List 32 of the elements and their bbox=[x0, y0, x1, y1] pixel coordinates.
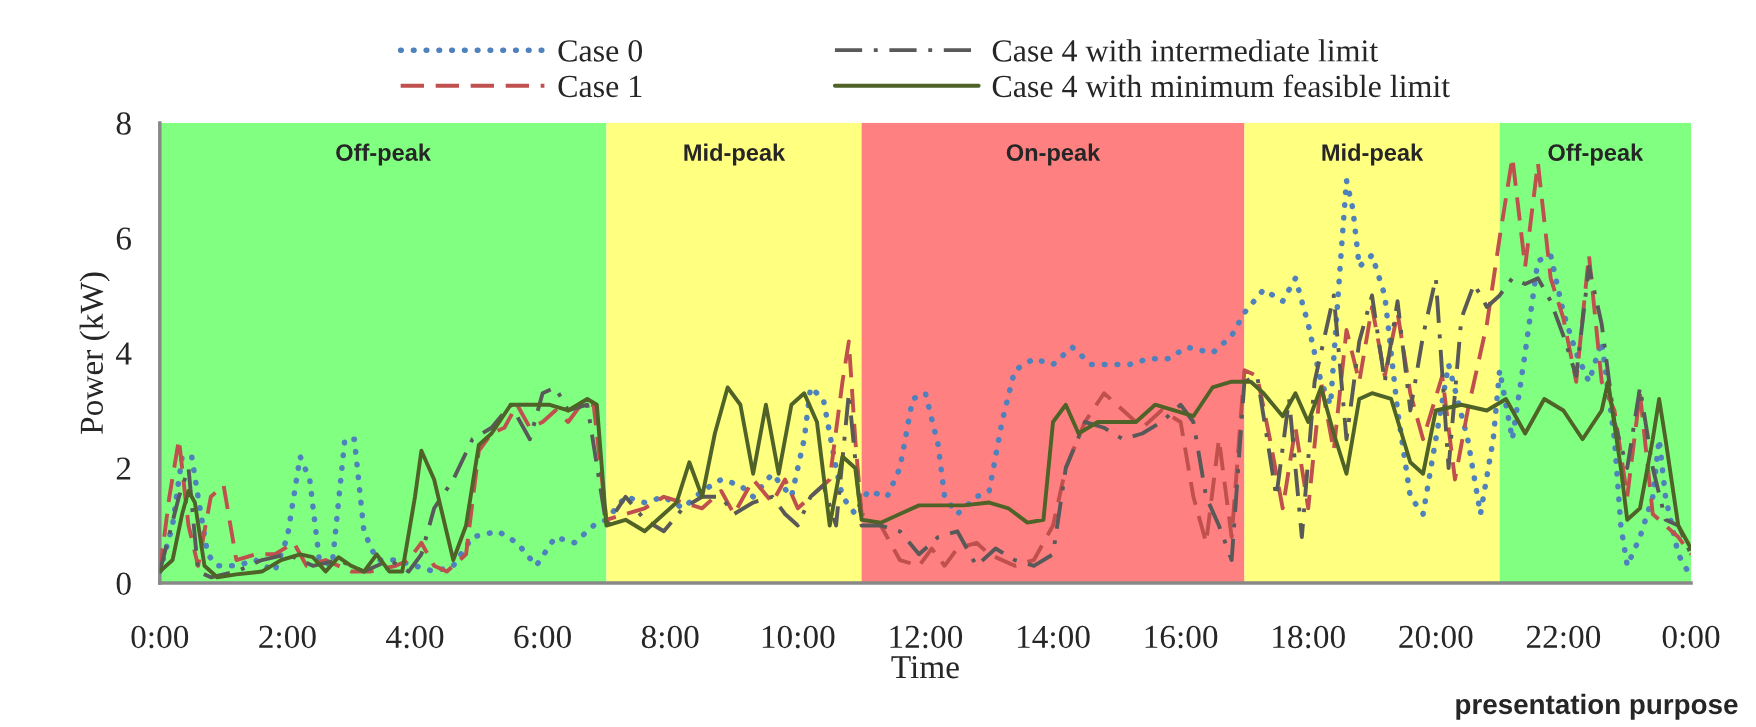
y-tick-label: 4 bbox=[116, 342, 132, 365]
band-label: Off-peak bbox=[336, 143, 432, 166]
legend-label: Case 1 bbox=[558, 75, 642, 98]
x-tick-label: 8:00 bbox=[641, 625, 699, 649]
legend-label: Case 4 with intermediate limit bbox=[992, 39, 1379, 62]
x-tick-label: 18:00 bbox=[1273, 625, 1345, 649]
x-tick-label: 16:00 bbox=[1145, 625, 1218, 649]
band-label: On-peak bbox=[1006, 143, 1101, 166]
text: presentation purpose bbox=[1456, 693, 1738, 720]
x-tick-label: 22:00 bbox=[1526, 625, 1601, 649]
y-tick-label: 8 bbox=[116, 112, 131, 135]
x-tick-label: 12:00 bbox=[890, 625, 963, 649]
x-tick-label: 10:00 bbox=[762, 625, 835, 649]
x-tick-label: 0:00 bbox=[131, 625, 189, 649]
x-tick-label: 20:00 bbox=[1399, 625, 1473, 649]
x-tick-label: 4:00 bbox=[386, 625, 444, 649]
band-label: Mid-peak bbox=[1322, 143, 1424, 166]
x-tick-label: 0:00 bbox=[1662, 625, 1720, 649]
y-tick-label: 0 bbox=[116, 572, 131, 595]
line-series bbox=[159, 379, 1692, 580]
y-axis-title: Power (kW) bbox=[79, 272, 110, 434]
legend-label: Case 0 bbox=[558, 40, 643, 62]
x-tick-label: 14:00 bbox=[1017, 625, 1090, 649]
y-tick-label: 6 bbox=[116, 227, 132, 250]
x-tick-label: 6:00 bbox=[514, 625, 571, 649]
band-label: Off-peak bbox=[1548, 143, 1644, 166]
legend-label: Case 4 with minimum feasible limit bbox=[992, 74, 1450, 98]
y-tick-label: 2 bbox=[116, 457, 131, 480]
x-tick-label: 2:00 bbox=[259, 625, 316, 649]
line-series bbox=[159, 264, 1692, 580]
band-label: Mid-peak bbox=[684, 143, 786, 166]
x-axis-title: Time bbox=[891, 656, 959, 679]
